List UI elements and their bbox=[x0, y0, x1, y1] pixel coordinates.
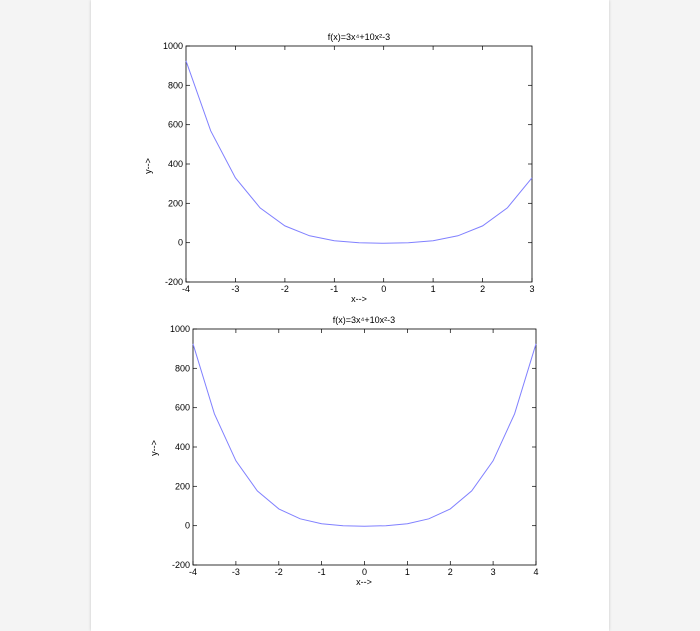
x-tick-label: 1 bbox=[431, 284, 436, 294]
y-tick-label: -200 bbox=[172, 560, 190, 570]
x-tick-label: 4 bbox=[533, 567, 538, 577]
x-tick-label: -3 bbox=[232, 567, 240, 577]
x-tick-label: 2 bbox=[480, 284, 485, 294]
x-tick-label: 3 bbox=[491, 567, 496, 577]
x-tick-label: -2 bbox=[275, 567, 283, 577]
x-tick-label: -3 bbox=[231, 284, 239, 294]
chart-2-plot-frame bbox=[192, 328, 537, 566]
y-tick-label: 200 bbox=[175, 481, 190, 491]
chart-1-title: f(x)=3x⁴+10x²-3 bbox=[328, 32, 390, 42]
chart-2-x-axis-label: x--> bbox=[356, 577, 372, 587]
x-tick-label: 1 bbox=[405, 567, 410, 577]
y-tick-label: 800 bbox=[168, 80, 183, 90]
x-tick-label: -4 bbox=[189, 567, 197, 577]
chart-1: f(x)=3x⁴+10x²-3 x--> y--> -4 -3 -2 -1 0 … bbox=[143, 32, 535, 304]
x-tick-label: -4 bbox=[182, 284, 190, 294]
y-tick-label: 0 bbox=[185, 521, 190, 531]
chart-1-y-ticks: -200 0 200 400 600 800 1000 bbox=[163, 41, 532, 287]
x-tick-label: 0 bbox=[381, 284, 386, 294]
chart-1-plot-frame bbox=[185, 45, 533, 283]
chart-2-y-ticks: -200 0 200 400 600 800 1000 bbox=[170, 324, 536, 570]
x-tick-label: 2 bbox=[448, 567, 453, 577]
chart-1-y-axis-label: y--> bbox=[143, 158, 153, 174]
chart-2-x-ticks: -4 -3 -2 -1 0 1 2 3 4 bbox=[189, 329, 539, 577]
y-tick-label: 600 bbox=[175, 403, 190, 413]
y-tick-label: -200 bbox=[165, 277, 183, 287]
chart-1-x-axis-label: x--> bbox=[351, 294, 367, 304]
chart-2-series-line bbox=[192, 343, 537, 527]
x-tick-label: 3 bbox=[529, 284, 534, 294]
y-tick-label: 0 bbox=[178, 238, 183, 248]
y-tick-label: 200 bbox=[168, 198, 183, 208]
x-tick-label: -1 bbox=[330, 284, 338, 294]
chart-2-title: f(x)=3x⁴+10x²-3 bbox=[333, 315, 395, 325]
chart-2-y-axis-label: y--> bbox=[149, 440, 159, 456]
chart-1-x-ticks: -4 -3 -2 -1 0 1 2 3 bbox=[182, 46, 535, 294]
y-tick-label: 400 bbox=[168, 159, 183, 169]
x-tick-label: -1 bbox=[318, 567, 326, 577]
y-tick-label: 600 bbox=[168, 120, 183, 130]
y-tick-label: 1000 bbox=[170, 324, 190, 334]
y-tick-label: 1000 bbox=[163, 41, 183, 51]
y-tick-label: 800 bbox=[175, 363, 190, 373]
chart-1-series-line bbox=[185, 60, 533, 244]
chart-2: f(x)=3x⁴+10x²-3 x--> y--> -4 -3 -2 -1 0 bbox=[149, 315, 539, 587]
x-tick-label: -2 bbox=[281, 284, 289, 294]
x-tick-label: 0 bbox=[362, 567, 367, 577]
y-tick-label: 400 bbox=[175, 442, 190, 452]
